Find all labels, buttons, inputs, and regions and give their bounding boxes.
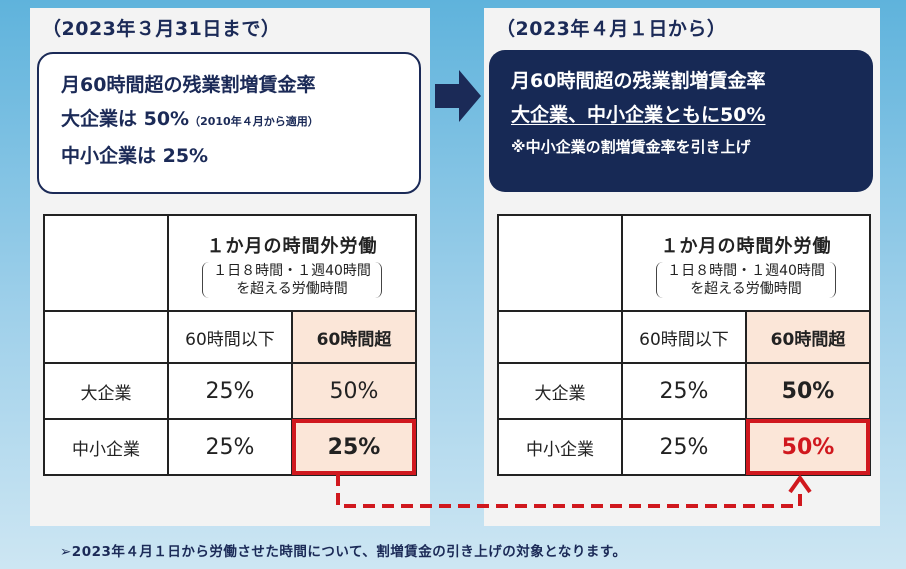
- sme-under60-value: 25%: [621, 418, 747, 476]
- right-summary-box: 月60時間超の残業割増賃金率 大企業、中小企業ともに50% ※中小企業の割増賃金…: [489, 50, 873, 192]
- left-line3: 中小企業は 25%: [61, 145, 209, 167]
- table-corner: [43, 214, 169, 312]
- header-sub2: を超える労働時間: [236, 281, 348, 297]
- col-under60: 60時間以下: [167, 310, 293, 364]
- right-date: （2023年４月１日から）: [496, 18, 727, 40]
- header-main: １か月の時間外労働: [660, 236, 832, 257]
- sme-over60-value: 50%: [745, 418, 871, 476]
- left-rate-table: １か月の時間外労働 １日８時間・１週40時間 を超える労働時間 60時間以下 60…: [43, 214, 417, 476]
- right-line2: 大企業、中小企業ともに50%: [511, 104, 766, 126]
- left-line2-main: 大企業は 50%: [61, 108, 190, 130]
- left-line2: 大企業は 50%（2010年４月から適用）: [61, 102, 419, 139]
- header-sub1: １日８時間・１週40時間: [213, 263, 371, 279]
- right-panel: （2023年４月１日から） 月60時間超の残業割増賃金率 大企業、中小企業ともに…: [484, 8, 880, 526]
- header-sub: １日８時間・１週40時間 を超える労働時間: [202, 262, 382, 298]
- table-corner-lower: [497, 310, 623, 364]
- large-under60-value: 25%: [167, 362, 293, 420]
- footer-note: ➢2023年４月１日から労働させた時間について、割増賃金の引き上げの対象となりま…: [60, 544, 627, 560]
- row-large-company: 大企業: [43, 362, 169, 420]
- row-sme: 中小企業: [497, 418, 623, 476]
- large-under60-value: 25%: [621, 362, 747, 420]
- large-over60-value: 50%: [291, 362, 417, 420]
- table-corner: [497, 214, 623, 312]
- table-corner-lower: [43, 310, 169, 364]
- right-line1: 月60時間超の残業割増賃金率: [511, 70, 766, 92]
- header-main: １か月の時間外労働: [206, 236, 378, 257]
- left-line1: 月60時間超の残業割増賃金率: [61, 74, 316, 96]
- sme-over60-value: 25%: [291, 418, 417, 476]
- right-rate-table: １か月の時間外労働 １日８時間・１週40時間 を超える労働時間 60時間以下 60…: [497, 214, 871, 476]
- sme-under60-value: 25%: [167, 418, 293, 476]
- arrow-right-icon: [435, 70, 481, 122]
- table-header: １か月の時間外労働 １日８時間・１週40時間 を超える労働時間: [167, 214, 417, 312]
- left-date: （2023年３月31日まで）: [42, 18, 281, 40]
- left-panel: （2023年３月31日まで） 月60時間超の残業割増賃金率 大企業は 50%（2…: [30, 8, 430, 526]
- table-header: １か月の時間外労働 １日８時間・１週40時間 を超える労働時間: [621, 214, 871, 312]
- col-over60: 60時間超: [745, 310, 871, 364]
- right-line3: ※中小企業の割増賃金率を引き上げ: [511, 138, 751, 156]
- header-sub: １日８時間・１週40時間 を超える労働時間: [656, 262, 836, 298]
- row-sme: 中小企業: [43, 418, 169, 476]
- col-under60: 60時間以下: [621, 310, 747, 364]
- header-sub2: を超える労働時間: [690, 281, 802, 297]
- col-over60: 60時間超: [291, 310, 417, 364]
- large-over60-value: 50%: [745, 362, 871, 420]
- left-summary-box: 月60時間超の残業割増賃金率 大企業は 50%（2010年４月から適用） 中小企…: [37, 52, 421, 194]
- row-large-company: 大企業: [497, 362, 623, 420]
- left-line2-note: （2010年４月から適用）: [189, 115, 319, 128]
- header-sub1: １日８時間・１週40時間: [667, 263, 825, 279]
